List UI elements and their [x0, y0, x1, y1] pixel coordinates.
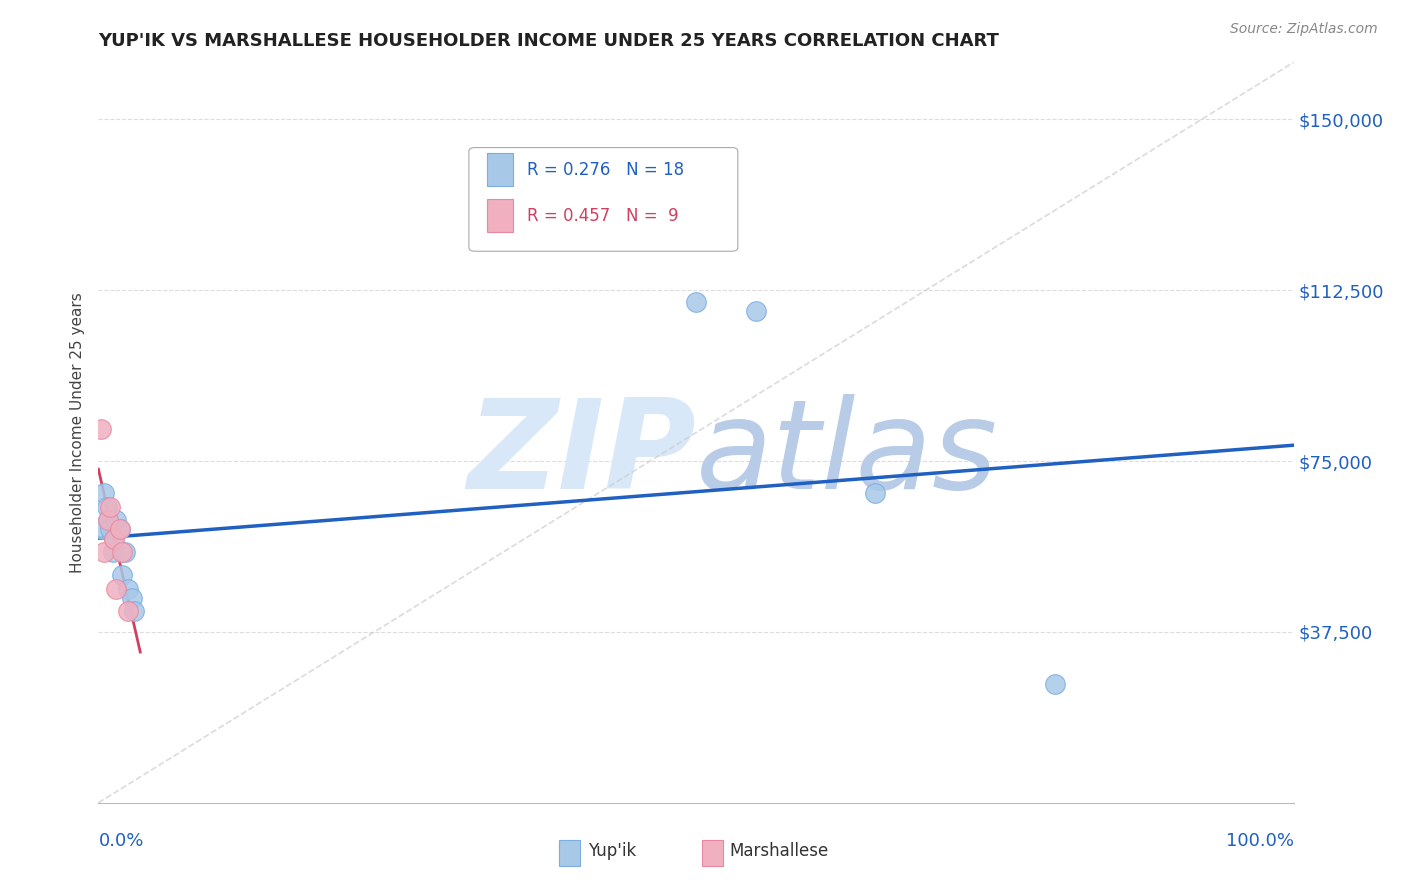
Text: YUP'IK VS MARSHALLESE HOUSEHOLDER INCOME UNDER 25 YEARS CORRELATION CHART: YUP'IK VS MARSHALLESE HOUSEHOLDER INCOME… [98, 32, 1000, 50]
Bar [558, 840, 581, 866]
Point [111, 568, 134, 582]
Point [108, 523, 131, 537]
Point [90, 422, 112, 436]
Point [1043, 677, 1066, 691]
Point [96, 500, 118, 514]
Point [105, 513, 128, 527]
Bar [486, 199, 513, 232]
Text: R = 0.276   N = 18: R = 0.276 N = 18 [527, 161, 685, 178]
Point [685, 294, 707, 309]
Point [93, 486, 115, 500]
Text: R = 0.457   N =  9: R = 0.457 N = 9 [527, 207, 679, 225]
Y-axis label: Householder Income Under 25 years: Householder Income Under 25 years [69, 293, 84, 573]
Point [105, 582, 128, 596]
Bar [486, 153, 513, 186]
Text: Yup'ik: Yup'ik [589, 842, 637, 860]
Text: 0.0%: 0.0% [98, 832, 143, 850]
Text: ZIP: ZIP [467, 394, 696, 516]
Point [111, 545, 134, 559]
Point [124, 604, 146, 618]
Point [97, 513, 120, 527]
Text: Source: ZipAtlas.com: Source: ZipAtlas.com [1230, 22, 1378, 37]
Point [745, 303, 768, 318]
Point [101, 545, 124, 559]
Point [865, 486, 887, 500]
FancyBboxPatch shape [470, 147, 738, 252]
Bar [702, 840, 724, 866]
Point [91, 523, 114, 537]
Point [98, 500, 122, 514]
Point [114, 545, 136, 559]
Point [97, 513, 120, 527]
Point [121, 591, 143, 605]
Point [117, 604, 139, 618]
Text: atlas: atlas [696, 394, 998, 516]
Point [117, 582, 139, 596]
Point [108, 523, 131, 537]
Point [98, 523, 122, 537]
Point [93, 545, 115, 559]
Text: Marshallese: Marshallese [730, 842, 828, 860]
Point [103, 532, 125, 546]
Point [103, 532, 125, 546]
Text: 100.0%: 100.0% [1226, 832, 1294, 850]
